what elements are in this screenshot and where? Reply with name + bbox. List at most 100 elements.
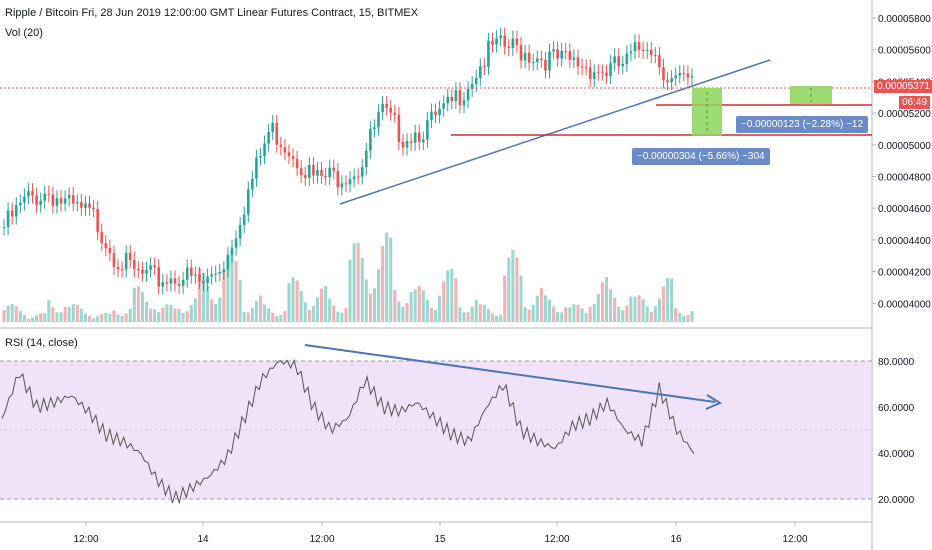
candle-body [76,202,79,204]
candle-body [173,278,177,284]
price-tick-label: 0.00004600 [878,204,931,215]
candle-body [63,198,67,204]
candle-body [198,274,201,282]
volume-bar [193,298,197,322]
volume-bar [246,312,250,322]
candle-body [393,112,397,115]
candle-body [291,156,295,159]
price-tick-label: 0.00004200 [878,268,931,279]
candle-body [230,247,234,255]
volume-bar [348,259,352,322]
volume-bar [376,269,381,322]
candle-body [10,210,14,217]
candle-body [332,167,336,171]
candle-body [641,49,645,51]
volume-bar [210,299,214,322]
candle-body [35,195,38,205]
candle-body [181,279,185,286]
candle-body [71,195,75,204]
volume-bar [336,311,340,322]
candle-body [613,56,616,64]
volume-bar [299,291,303,322]
candle-body [544,59,547,71]
candle-body [39,200,42,205]
candle-body [523,52,527,61]
volume-bar [108,313,112,322]
volume-bar [55,312,59,322]
candle-body [556,49,559,59]
candle-body [55,198,59,206]
volume-bar [43,313,47,322]
volume-bar [136,286,140,322]
candle-body [67,195,71,199]
short-position-label[interactable]: −0.00000123 (−2.28%) −12 [736,116,869,133]
volume-bar [214,303,218,322]
volume-bar [633,296,637,322]
candle-body [2,227,6,229]
volume-bar [83,313,87,322]
rsi-label: RSI (14, close) [5,337,78,349]
candle-body [194,274,197,276]
volume-bar [2,310,6,322]
candle-body [202,281,205,284]
candle-body [328,167,331,178]
volume-bar [295,280,299,322]
volume-bar [18,310,22,322]
volume-bar [560,312,564,322]
candle-body [645,49,649,51]
candle-body [503,35,507,47]
price-tick-label: 0.00005600 [878,46,931,57]
volume-bar [625,305,629,322]
volume-bar [144,301,149,322]
candle-body [495,38,498,45]
volume-bar [486,308,490,322]
candle-body [206,276,209,284]
volume-bar [674,308,678,322]
candle-body [116,266,120,270]
volume-bar [116,314,120,322]
volume-bar [287,283,291,322]
rsi-line [1,358,695,505]
candle-body [340,183,344,188]
volume-bar [63,306,67,322]
volume-bar [421,290,425,322]
time-tick-label: 12:00 [73,534,98,545]
candle-body [690,76,694,78]
volume-bar [531,305,535,322]
candle-body [584,67,588,69]
volume-bar [478,304,482,322]
candle-body [157,267,161,287]
candle-body [112,253,116,267]
volume-bar [149,308,153,322]
long-position-label[interactable]: −0.00000304 (−5.66%) −304 [632,148,770,165]
candle-body [222,269,226,273]
volume-bar [393,290,397,322]
candle-body [373,127,376,130]
volume-bar [234,261,238,322]
candle-body [100,232,104,244]
candle-body [210,274,213,277]
volume-bar [637,295,641,322]
volume-bar [458,307,462,322]
candle-body [6,210,10,228]
volume-bar [503,275,507,322]
candle-body [422,139,425,143]
candle-body [308,164,311,178]
candle-body [27,191,30,197]
volume-bar [320,288,324,322]
candle-body [141,270,144,274]
volume-bar [258,295,263,322]
volume-bar [657,298,661,322]
candle-body [267,131,270,144]
volume-bar [450,268,454,322]
volume-bar [340,312,344,322]
rsi-tick-label: 20.0000 [878,495,915,506]
candle-body [177,283,181,286]
volume-bar [438,295,442,322]
rsi-tick-label: 60.0000 [878,403,915,414]
volume-bar [401,306,405,322]
candle-body [255,157,258,179]
volume-bar [303,302,307,322]
candle-body [491,40,494,45]
